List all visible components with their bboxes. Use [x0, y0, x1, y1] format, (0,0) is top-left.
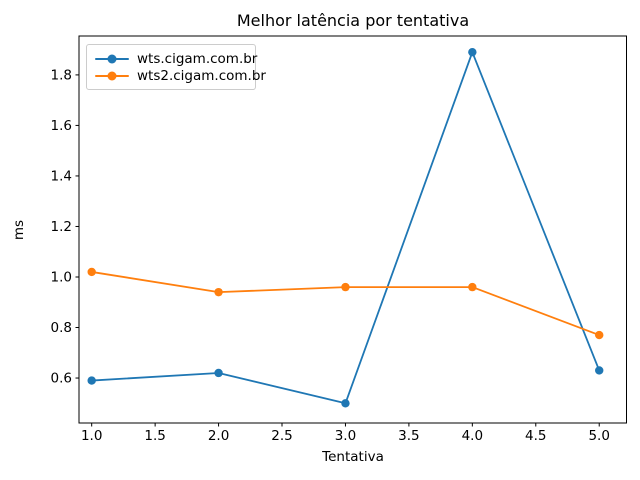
- x-axis-label: Tentativa: [322, 449, 384, 465]
- legend-item: wts.cigam.com.br: [95, 50, 257, 67]
- legend-label: wts2.cigam.com.br: [137, 67, 266, 84]
- data-point-marker: [87, 267, 96, 277]
- legend-line-marker-icon: [95, 71, 129, 80]
- x-tick-label: 1.0: [81, 428, 102, 444]
- chart-title: Melhor latência por tentativa: [236, 11, 470, 30]
- y-tick-label: 1.4: [51, 169, 72, 185]
- series-line: [90, 271, 601, 336]
- data-point-marker: [468, 47, 477, 57]
- y-tick-label: 1.8: [51, 68, 72, 84]
- legend-label: wts.cigam.com.br: [137, 50, 258, 67]
- y-tick-label: 1.6: [51, 118, 72, 134]
- legend: wts.cigam.com.br wts2.cigam.com.br: [86, 44, 266, 90]
- y-tick-label: 0.6: [51, 371, 72, 387]
- y-tick-label: 0.8: [51, 320, 72, 336]
- legend-dot-icon: [107, 54, 117, 63]
- data-point-marker: [214, 287, 223, 297]
- legend-dot-icon: [107, 71, 117, 80]
- series-line: [90, 51, 601, 405]
- x-tick-label: 2.0: [208, 428, 229, 444]
- data-point-marker: [341, 399, 350, 408]
- x-tick-label: 5.0: [588, 428, 609, 444]
- x-tick-label: 3.0: [335, 428, 356, 444]
- data-point-marker: [341, 282, 350, 292]
- data-point-marker: [595, 330, 604, 340]
- data-point-marker: [214, 368, 223, 378]
- legend-item: wts2.cigam.com.br: [95, 67, 266, 84]
- plot-border: [78, 35, 627, 424]
- x-tick-label: 2.5: [271, 428, 292, 444]
- x-tick-label: 4.5: [525, 428, 546, 444]
- data-point-marker: [87, 376, 96, 385]
- x-tick-label: 3.5: [398, 428, 419, 444]
- y-tick-label: 1.2: [51, 219, 72, 235]
- legend-line-marker-icon: [95, 54, 129, 63]
- data-point-marker: [468, 282, 477, 292]
- x-tick-label: 4.0: [462, 428, 483, 444]
- x-tick-label: 1.5: [144, 428, 165, 444]
- data-point-marker: [595, 366, 604, 375]
- y-tick-label: 1.0: [51, 270, 72, 286]
